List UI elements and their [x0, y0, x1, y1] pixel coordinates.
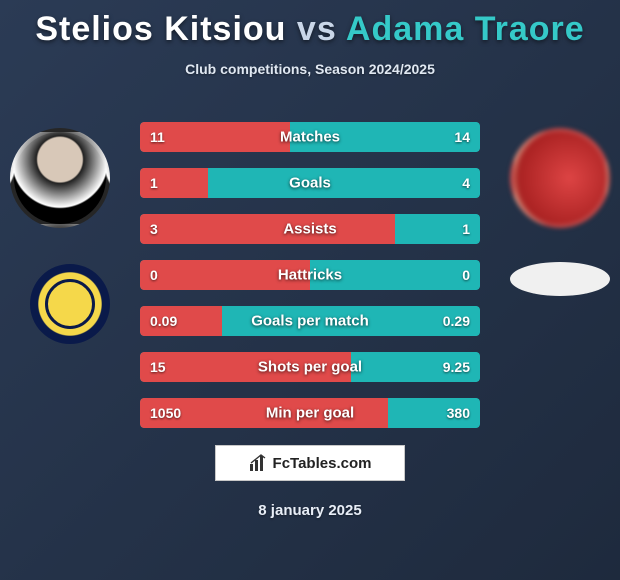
- chart-icon: [249, 454, 267, 472]
- stat-value-right: 9.25: [443, 359, 470, 375]
- stat-label: Matches: [280, 129, 340, 146]
- stat-row: 11 14 Matches: [140, 122, 480, 152]
- player1-name: Stelios Kitsiou: [35, 10, 286, 48]
- title: Stelios Kitsiou vs Adama Traore: [0, 0, 620, 49]
- stat-row: 0.09 0.29 Goals per match: [140, 306, 480, 336]
- stat-value-left: 0: [150, 267, 158, 283]
- stat-value-right: 0.29: [443, 313, 470, 329]
- stat-label: Goals per match: [251, 313, 369, 330]
- bar-right: [208, 168, 480, 198]
- stats-area: 1114Matches14Goals31Assists00Hattricks0.…: [140, 122, 480, 444]
- vs-text: vs: [297, 10, 337, 48]
- player2-avatar: [510, 128, 610, 228]
- player1-avatar: [10, 128, 110, 228]
- stat-label: Assists: [283, 221, 336, 238]
- stat-value-left: 1050: [150, 405, 181, 421]
- stat-row: 1 4 Goals: [140, 168, 480, 198]
- stat-value-left: 3: [150, 221, 158, 237]
- stat-label: Shots per goal: [258, 359, 362, 376]
- stat-value-right: 0: [462, 267, 470, 283]
- stat-label: Min per goal: [266, 405, 354, 422]
- stat-value-left: 15: [150, 359, 166, 375]
- stat-label: Hattricks: [278, 267, 342, 284]
- comparison-card: Stelios Kitsiou vs Adama Traore Club com…: [0, 0, 620, 580]
- player2-name: Adama Traore: [346, 10, 585, 48]
- logo-text: FcTables.com: [273, 455, 372, 472]
- stat-value-left: 11: [150, 129, 165, 145]
- stat-row: 3 1 Assists: [140, 214, 480, 244]
- stat-value-left: 1: [150, 175, 158, 191]
- stat-row: 0 0 Hattricks: [140, 260, 480, 290]
- stat-value-right: 380: [447, 405, 470, 421]
- stat-label: Goals: [289, 175, 331, 192]
- stat-row: 15 9.25 Shots per goal: [140, 352, 480, 382]
- stat-value-right: 4: [462, 175, 470, 191]
- date: 8 january 2025: [258, 502, 361, 519]
- stat-value-right: 14: [454, 129, 470, 145]
- stat-value-left: 0.09: [150, 313, 177, 329]
- subtitle: Club competitions, Season 2024/2025: [0, 61, 620, 77]
- player2-club-badge: [510, 262, 610, 296]
- stat-row: 1050 380 Min per goal: [140, 398, 480, 428]
- player1-club-badge: [30, 264, 110, 344]
- bar-left: [140, 214, 395, 244]
- stat-value-right: 1: [462, 221, 470, 237]
- fctables-logo: FcTables.com: [215, 445, 405, 481]
